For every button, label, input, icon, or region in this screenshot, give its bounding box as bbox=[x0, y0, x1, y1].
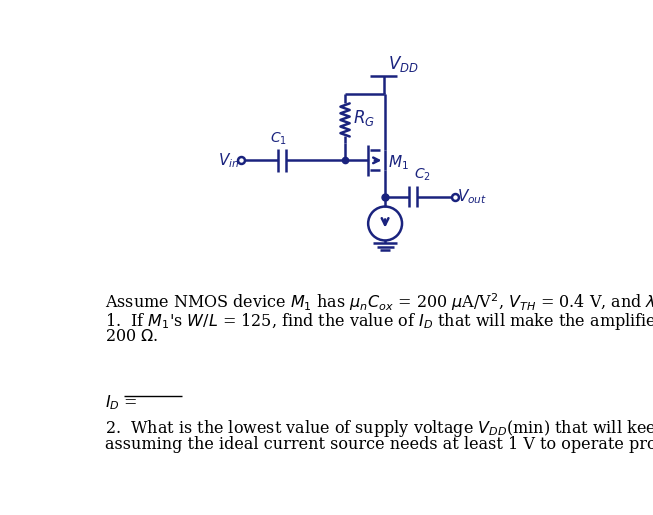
Text: $V_{in}$: $V_{in}$ bbox=[218, 151, 240, 170]
Text: $C_2$: $C_2$ bbox=[415, 166, 431, 183]
Text: 2.  What is the lowest value of supply voltage $V_{DD}$(min) that will keep $M_1: 2. What is the lowest value of supply vo… bbox=[105, 418, 653, 439]
Text: assuming the ideal current source needs at least 1 V to operate properly?: assuming the ideal current source needs … bbox=[105, 436, 653, 453]
Text: $I_D$ =: $I_D$ = bbox=[105, 393, 137, 411]
Text: 200 $\Omega$.: 200 $\Omega$. bbox=[105, 328, 158, 345]
Text: $R_G$: $R_G$ bbox=[353, 108, 375, 128]
Text: 1.  If $M_1$'s $W/L$ = 125, find the value of $I_D$ that will make the amplifier: 1. If $M_1$'s $W/L$ = 125, find the valu… bbox=[105, 311, 653, 332]
Text: Assume NMOS device $M_1$ has $\mu_n C_{ox}$ = 200 $\mu$A/V$^2$, $V_{TH}$ = 0.4 V: Assume NMOS device $M_1$ has $\mu_n C_{o… bbox=[105, 291, 653, 313]
Text: $V_{DD}$: $V_{DD}$ bbox=[388, 54, 419, 74]
Text: $C_1$: $C_1$ bbox=[270, 131, 287, 147]
Text: $V_{out}$: $V_{out}$ bbox=[458, 187, 488, 206]
Text: $M_1$: $M_1$ bbox=[388, 153, 409, 172]
